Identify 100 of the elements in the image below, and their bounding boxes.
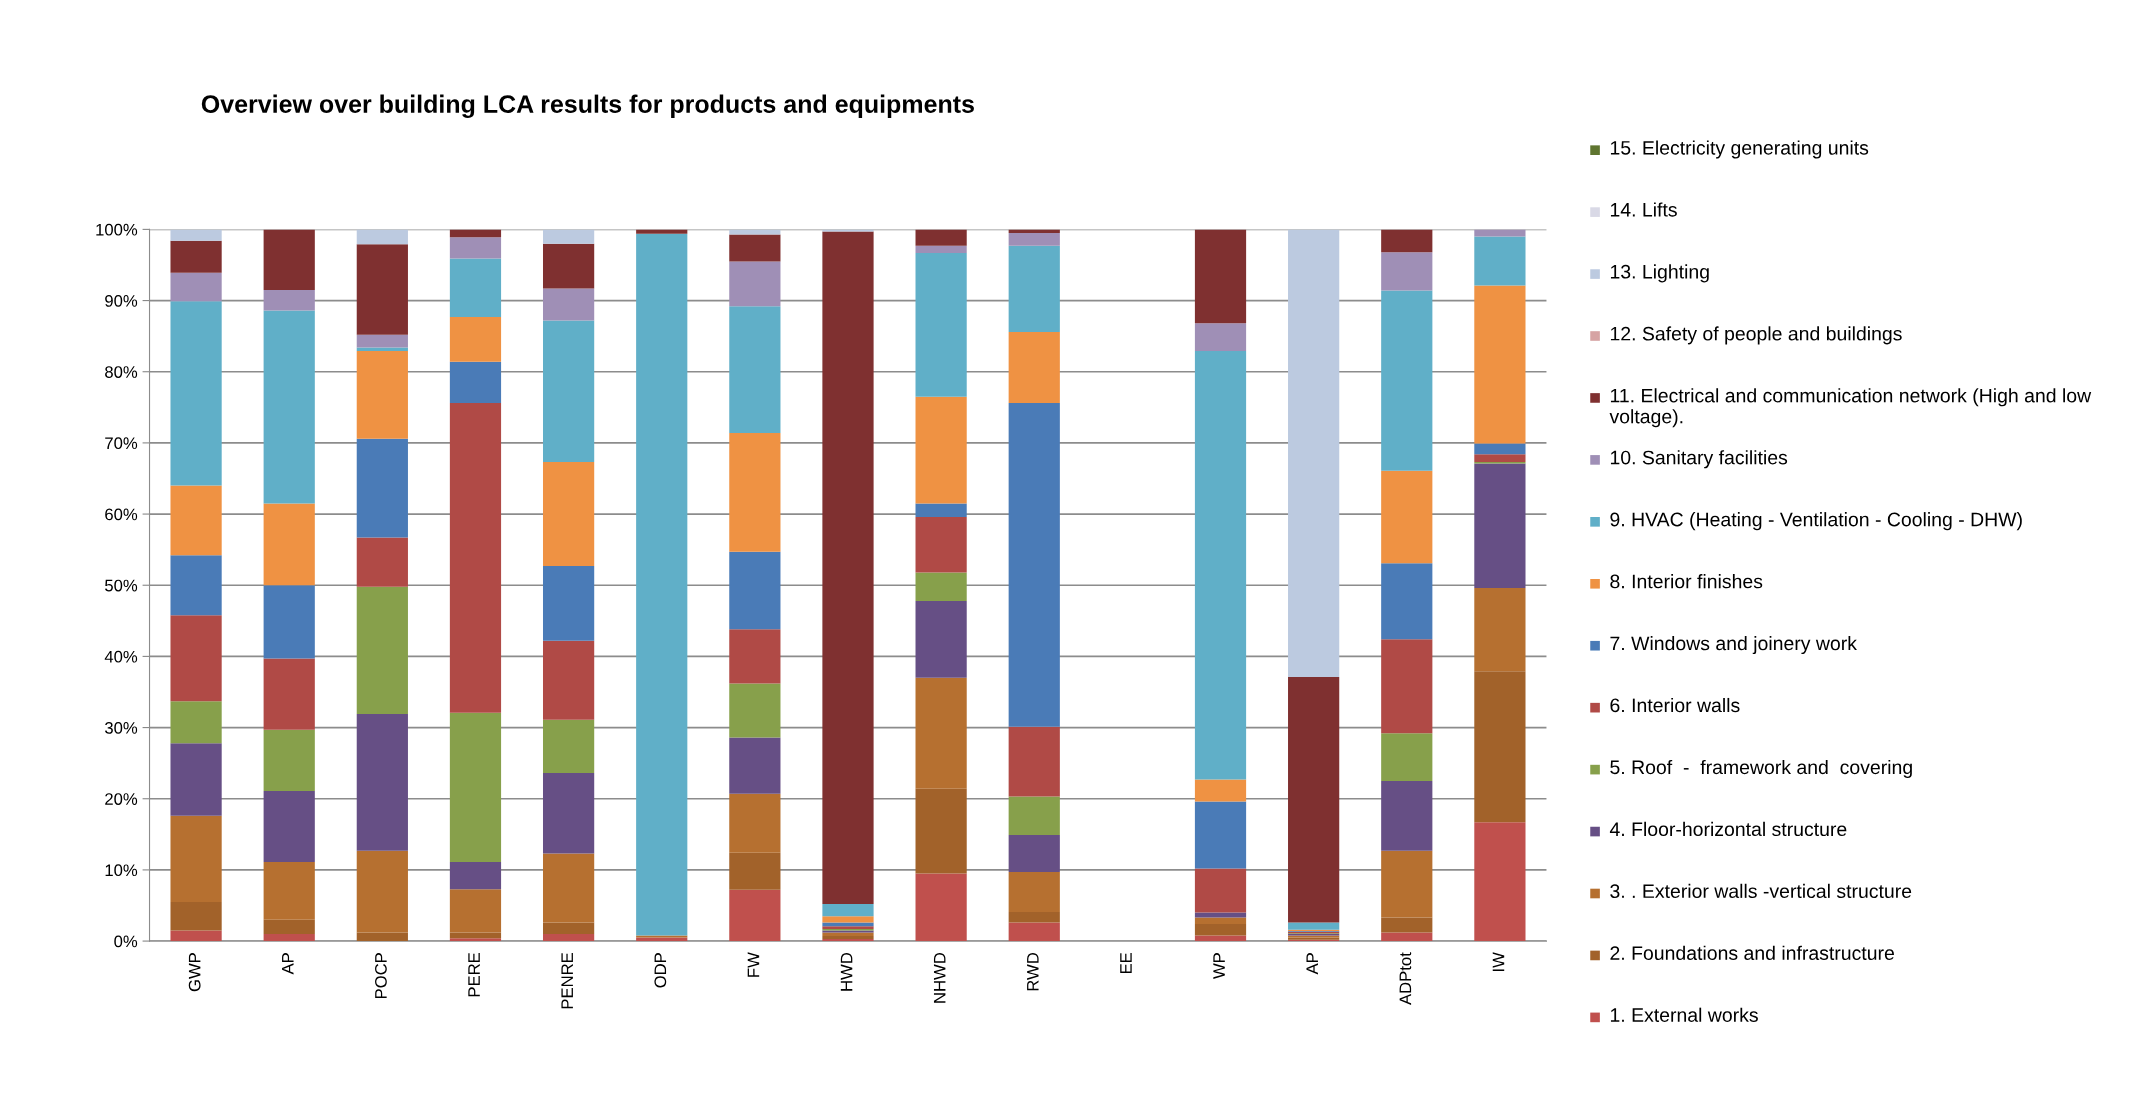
y-tick-label: 0% <box>114 935 138 948</box>
bar <box>729 889 781 942</box>
bar <box>1381 917 1433 933</box>
bar <box>915 503 967 517</box>
bar <box>822 904 874 917</box>
legend-label: 8. Interior finishes <box>1610 574 1763 589</box>
bar <box>356 932 408 942</box>
bar <box>542 640 595 720</box>
bar <box>1381 470 1433 564</box>
bar <box>1194 868 1247 913</box>
bar <box>170 901 222 931</box>
bar <box>729 432 781 552</box>
bar <box>170 272 222 302</box>
bar <box>1381 639 1433 734</box>
bar <box>170 301 222 486</box>
bar <box>1194 229 1247 324</box>
bar <box>1288 922 1340 930</box>
bar <box>1194 912 1247 918</box>
bar <box>915 572 967 601</box>
bar <box>1381 733 1433 781</box>
bar <box>170 930 222 942</box>
x-tick-label: RWD <box>1027 952 1039 991</box>
bar <box>915 873 967 942</box>
bar <box>1474 229 1526 237</box>
x-tick-label: IW <box>1492 952 1505 972</box>
bar <box>1008 403 1060 727</box>
x-tick-label: PERE <box>468 952 480 997</box>
bar <box>542 288 595 321</box>
bar <box>1381 290 1433 471</box>
bar <box>915 516 967 573</box>
bar <box>263 310 315 504</box>
bar <box>636 229 688 234</box>
bar <box>1381 252 1433 291</box>
legend-label: 2. Foundations and infrastructure <box>1610 945 1894 960</box>
bar <box>822 229 874 232</box>
bar <box>263 585 315 659</box>
bar <box>356 438 408 538</box>
bar <box>729 306 781 433</box>
bar <box>1008 922 1060 942</box>
bar <box>915 600 967 678</box>
legend-label: 14. Lifts <box>1610 202 1677 217</box>
bar <box>822 231 874 905</box>
bar <box>1008 331 1060 404</box>
y-tick-label: 10% <box>105 864 138 877</box>
bar <box>449 403 502 713</box>
x-tick-label: NHWD <box>933 952 946 1003</box>
bar <box>449 361 502 404</box>
bar <box>915 677 967 789</box>
bar <box>449 712 502 863</box>
bar <box>356 229 408 245</box>
legend-label: 12. Safety of people and buildings <box>1610 326 1902 345</box>
bar <box>263 790 315 863</box>
legend-label: 5. Roof - framework and covering <box>1610 759 1912 779</box>
bar <box>449 258 502 317</box>
bar <box>729 234 781 262</box>
bar <box>263 933 315 942</box>
x-tick-label: HWD <box>840 952 853 991</box>
bar <box>542 566 595 641</box>
bar <box>729 737 781 794</box>
bar <box>263 729 315 791</box>
bar <box>1008 796 1060 836</box>
x-tick-label: PENRE <box>561 952 573 1009</box>
bar <box>170 229 222 241</box>
bar <box>170 701 222 744</box>
bar <box>449 862 502 890</box>
bar <box>915 396 967 504</box>
bar <box>542 719 595 774</box>
legend-label: 13. Lighting <box>1610 264 1709 283</box>
y-tick-label: 60% <box>105 508 138 521</box>
legend-label: 6. Interior walls <box>1610 697 1740 713</box>
bar <box>915 245 967 253</box>
bar <box>1194 323 1247 352</box>
bar <box>449 237 502 259</box>
bar <box>1474 822 1526 942</box>
y-tick-label: 40% <box>104 650 138 663</box>
bar <box>542 933 595 942</box>
x-tick-label: FW <box>747 952 760 977</box>
bar <box>263 919 315 934</box>
bar <box>170 485 222 556</box>
bar <box>542 229 595 244</box>
bar <box>263 862 315 920</box>
legend-label: 10. Sanitary facilities <box>1610 450 1788 469</box>
bar <box>1008 726 1060 797</box>
bar <box>1008 835 1060 873</box>
bar <box>263 503 315 586</box>
bar <box>729 629 781 684</box>
chart-title: Overview over building LCA results for products and equipments <box>201 94 974 119</box>
bar <box>1474 671 1526 823</box>
bar <box>1288 677 1340 923</box>
y-tick-label: 100% <box>96 223 138 236</box>
bar <box>356 351 408 439</box>
bar <box>1194 801 1247 869</box>
bar <box>263 658 315 730</box>
x-tick-label: AP <box>282 953 294 975</box>
x-tick-label: WP <box>1213 953 1225 979</box>
bar <box>356 537 408 587</box>
bar <box>1474 454 1526 463</box>
bar <box>1474 588 1526 672</box>
bar <box>1474 236 1526 286</box>
bar <box>356 850 408 933</box>
